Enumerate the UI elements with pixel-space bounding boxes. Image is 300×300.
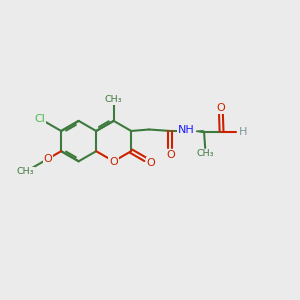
Text: O: O — [109, 157, 118, 166]
Text: H: H — [239, 127, 247, 136]
Text: CH₃: CH₃ — [196, 149, 214, 158]
Text: O: O — [166, 150, 175, 160]
Text: O: O — [147, 158, 155, 168]
Text: CH₃: CH₃ — [105, 95, 122, 104]
Text: NH: NH — [178, 125, 195, 135]
Text: O: O — [44, 154, 52, 164]
Text: Cl: Cl — [34, 114, 46, 124]
Polygon shape — [190, 130, 203, 133]
Text: O: O — [217, 103, 225, 113]
Text: CH₃: CH₃ — [16, 167, 34, 176]
